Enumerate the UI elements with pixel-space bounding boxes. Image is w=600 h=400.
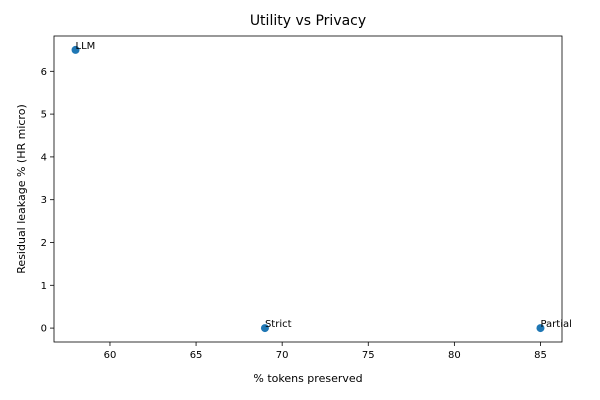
x-tick-label: 65 [190,350,203,361]
point-label: Strict [265,319,292,330]
plot-area-frame [53,35,563,343]
data-point [536,324,545,333]
y-axis-label: Residual leakage % (HR micro) [15,104,28,273]
chart-title: Utility vs Privacy [250,13,366,29]
point-label: Partial [540,319,571,330]
y-tick-label: 3 [41,195,47,206]
data-point-labels: LLM Strict Partial [76,41,572,330]
y-tick-label: 4 [41,152,47,163]
x-axis-label: % tokens preserved [253,372,362,385]
data-point [71,45,80,54]
y-axis-ticks: 0 1 2 3 4 5 6 [41,67,54,335]
x-tick-label: 70 [276,350,289,361]
x-axis-ticks: 60 65 70 75 80 85 [104,342,547,361]
x-tick-label: 80 [448,350,461,361]
y-tick-label: 0 [41,324,47,335]
x-tick-label: 60 [104,350,117,361]
x-tick-label: 75 [362,350,375,361]
y-tick-label: 6 [41,67,47,78]
data-point [260,324,269,333]
y-tick-label: 2 [41,238,47,249]
point-label: LLM [76,41,96,52]
y-tick-label: 5 [41,110,47,121]
data-points [71,45,545,333]
y-tick-label: 1 [41,281,47,292]
x-tick-label: 85 [534,350,547,361]
